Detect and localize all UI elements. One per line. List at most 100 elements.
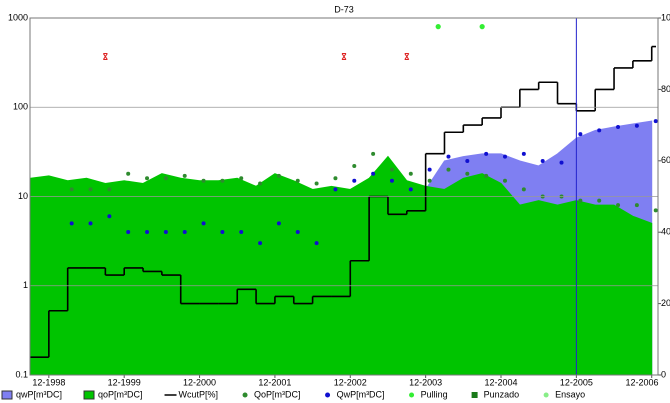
dot bbox=[446, 167, 451, 172]
event-cross bbox=[102, 53, 108, 61]
y2-tick-label: 60 bbox=[661, 155, 670, 165]
frame bbox=[29, 17, 659, 376]
dot bbox=[239, 176, 244, 181]
dot bbox=[578, 198, 583, 203]
dot bbox=[220, 178, 225, 183]
legend-swatch bbox=[325, 392, 331, 398]
x-tick-label: 12-2003 bbox=[409, 377, 442, 387]
legend-label: Pulling bbox=[421, 389, 448, 399]
dot bbox=[126, 230, 131, 235]
dot bbox=[258, 241, 263, 246]
y2-tick-label: 0 bbox=[661, 369, 666, 379]
chart-title: D-73 bbox=[334, 4, 354, 14]
y2-tick-label: 80 bbox=[661, 84, 670, 94]
x-tick-label: 12-2004 bbox=[484, 377, 517, 387]
x-tick-label: 12-2005 bbox=[560, 377, 593, 387]
dot bbox=[503, 154, 507, 159]
dot bbox=[578, 132, 583, 137]
dot bbox=[276, 221, 281, 226]
event-dot bbox=[435, 24, 441, 30]
legend-label: QoP[m³DC] bbox=[254, 389, 301, 399]
dot bbox=[182, 173, 187, 178]
legend-swatch bbox=[83, 390, 95, 400]
dot bbox=[597, 128, 602, 133]
dot bbox=[163, 176, 168, 181]
dot bbox=[88, 187, 93, 192]
y-tick-label: 0.1 bbox=[15, 369, 28, 379]
legend-label: WcutP[%] bbox=[179, 389, 219, 399]
dot bbox=[484, 151, 489, 156]
y2-tick-label: 20 bbox=[661, 298, 670, 308]
legend-label: Ensayo bbox=[555, 389, 585, 399]
dot bbox=[653, 119, 658, 124]
dot bbox=[163, 230, 168, 235]
dot bbox=[521, 187, 526, 192]
event-dot bbox=[479, 24, 485, 30]
dot bbox=[616, 125, 621, 130]
x-tick-label: 12-2006 bbox=[625, 377, 658, 387]
dot bbox=[69, 187, 74, 192]
dot bbox=[258, 181, 263, 186]
legend-label: Punzado bbox=[484, 389, 520, 399]
dot bbox=[653, 208, 658, 213]
dot bbox=[276, 173, 281, 178]
dot bbox=[352, 178, 357, 183]
dot bbox=[145, 176, 150, 181]
dot bbox=[484, 173, 489, 178]
event-cross bbox=[404, 53, 410, 61]
dot bbox=[371, 171, 376, 176]
dot bbox=[521, 151, 526, 156]
dot bbox=[465, 171, 470, 176]
plot-layer bbox=[29, 24, 658, 376]
dot bbox=[559, 160, 564, 165]
legend-label: qoP[m³DC] bbox=[98, 389, 143, 399]
dot bbox=[408, 171, 413, 176]
dot bbox=[389, 178, 394, 183]
dot bbox=[389, 167, 394, 172]
x-tick-label: 12-2000 bbox=[183, 377, 216, 387]
dot bbox=[182, 230, 187, 235]
x-tick-label: 12-2002 bbox=[334, 377, 367, 387]
dot bbox=[333, 187, 338, 192]
dot bbox=[314, 241, 319, 246]
dot bbox=[446, 154, 451, 159]
dot bbox=[371, 151, 376, 156]
x-tick-label: 12-1999 bbox=[108, 377, 141, 387]
legend-swatch bbox=[471, 392, 478, 398]
y2-tick-label: 100 bbox=[661, 12, 670, 22]
y-tick-label: 100 bbox=[13, 102, 28, 112]
dot bbox=[220, 230, 225, 235]
dot bbox=[145, 230, 150, 235]
dot bbox=[408, 187, 413, 192]
dot bbox=[616, 203, 621, 208]
dot bbox=[295, 230, 300, 235]
y-tick-label: 10 bbox=[18, 191, 28, 201]
dot bbox=[314, 181, 319, 186]
dot bbox=[88, 221, 93, 226]
legend-swatch bbox=[543, 392, 549, 398]
dot bbox=[540, 158, 545, 163]
y-tick-label: 1 bbox=[23, 280, 28, 290]
dot bbox=[465, 158, 470, 163]
x-tick-label: 12-2001 bbox=[258, 377, 291, 387]
dot bbox=[352, 163, 357, 168]
legend-swatch bbox=[242, 392, 248, 398]
x-tick-label: 12-1998 bbox=[32, 377, 65, 387]
y-tick-label: 1000 bbox=[8, 12, 28, 22]
dot bbox=[107, 214, 112, 219]
dot bbox=[634, 123, 639, 128]
legend-label: QwP[m³DC] bbox=[337, 389, 385, 399]
y2-tick-label: 40 bbox=[661, 227, 670, 237]
dot bbox=[201, 221, 206, 226]
dot bbox=[107, 187, 112, 192]
dot bbox=[427, 178, 432, 183]
dot bbox=[427, 167, 432, 172]
event-cross bbox=[341, 53, 347, 61]
dot bbox=[295, 178, 300, 183]
legend-label: qwP[m³DC] bbox=[16, 389, 62, 399]
dot bbox=[597, 198, 602, 203]
dot bbox=[126, 171, 131, 176]
legend-swatch bbox=[409, 392, 415, 398]
dot bbox=[201, 178, 206, 183]
